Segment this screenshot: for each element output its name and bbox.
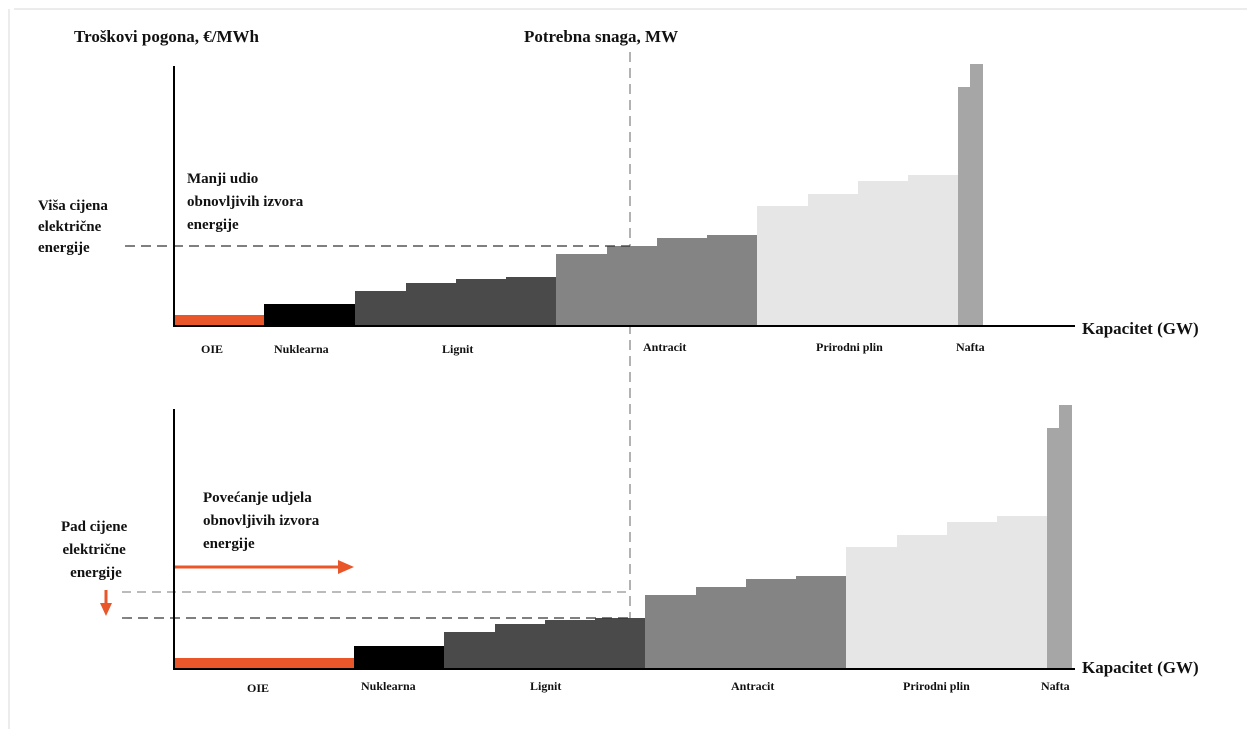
bottom-bar-nuklearna [354, 646, 444, 669]
top-bar-antracit-2 [607, 246, 657, 326]
top-bar-oie [175, 315, 264, 326]
top-bar-plin-4 [908, 175, 958, 326]
y-axis-label: Troškovi pogona, €/MWh [74, 27, 260, 46]
top-bar-antracit-1 [556, 254, 607, 326]
bottom-bar-oie [175, 658, 354, 669]
top-bar-antracit-4 [707, 235, 757, 326]
top-x-axis-label: Kapacitet (GW) [1082, 319, 1199, 338]
bottom-label-nafta: Nafta [1041, 679, 1070, 693]
top-panel: Kapacitet (GW) Manji udio obnovljivih iz… [38, 64, 1199, 356]
bottom-bars [175, 405, 1072, 669]
top-label-plin: Prirodni plin [816, 340, 883, 354]
bottom-panel: Kapacitet (GW) Povećanje udjela obnovlji… [61, 405, 1199, 695]
top-label-lignit: Lignit [442, 342, 473, 356]
top-bar-plin-1 [757, 206, 808, 326]
bottom-bar-antracit-2 [696, 587, 746, 669]
bottom-label-oie: OIE [247, 681, 269, 695]
top-bar-plin-2 [808, 194, 858, 326]
bottom-bar-plin-2 [897, 535, 947, 669]
top-label-nuklearna: Nuklearna [274, 342, 329, 356]
top-bar-lignit-2 [406, 283, 456, 326]
price-drop-arrow [100, 590, 112, 616]
top-bar-nafta-2 [970, 64, 983, 326]
bottom-label-antracit: Antracit [731, 679, 774, 693]
demand-label: Potrebna snaga, MW [524, 27, 678, 46]
shift-right-arrow [175, 560, 354, 574]
bottom-bar-antracit-3 [746, 579, 796, 669]
top-label-antracit: Antracit [643, 340, 686, 354]
bottom-bar-nafta-2 [1059, 405, 1072, 669]
top-bar-plin-3 [858, 181, 908, 326]
bottom-label-nuklearna: Nuklearna [361, 679, 416, 693]
top-note: Manji udio obnovljivih izvora energije [187, 171, 307, 233]
top-bar-antracit-3 [657, 238, 707, 326]
top-price-note: Viša cijena električne energije [38, 198, 112, 256]
top-bars [175, 64, 983, 326]
bottom-bar-plin-1 [846, 547, 897, 669]
top-bar-nafta-1 [958, 87, 970, 326]
top-label-oie: OIE [201, 342, 223, 356]
bottom-note: Povećanje udjela obnovljivih izvora ener… [203, 490, 323, 552]
top-bar-lignit-3 [456, 279, 506, 326]
bottom-x-axis-label: Kapacitet (GW) [1082, 658, 1199, 677]
bottom-bar-antracit-4 [796, 576, 846, 669]
bottom-bar-lignit-3 [545, 620, 595, 669]
top-bar-nuklearna [264, 304, 355, 326]
bottom-price-note: Pad cijene električne energije [61, 519, 131, 581]
top-label-nafta: Nafta [956, 340, 985, 354]
bottom-bar-plin-4 [997, 516, 1047, 669]
bottom-bar-lignit-1 [444, 632, 495, 669]
bottom-label-plin: Prirodni plin [903, 679, 970, 693]
bottom-bar-nafta-1 [1047, 428, 1059, 669]
bottom-bar-antracit-1 [645, 595, 696, 669]
bottom-bar-lignit-4 [595, 618, 645, 669]
top-bar-lignit-4 [506, 277, 556, 326]
bottom-label-lignit: Lignit [530, 679, 561, 693]
top-bar-lignit-1 [355, 291, 406, 326]
bottom-bar-lignit-2 [495, 624, 545, 669]
bottom-bar-plin-3 [947, 522, 997, 669]
